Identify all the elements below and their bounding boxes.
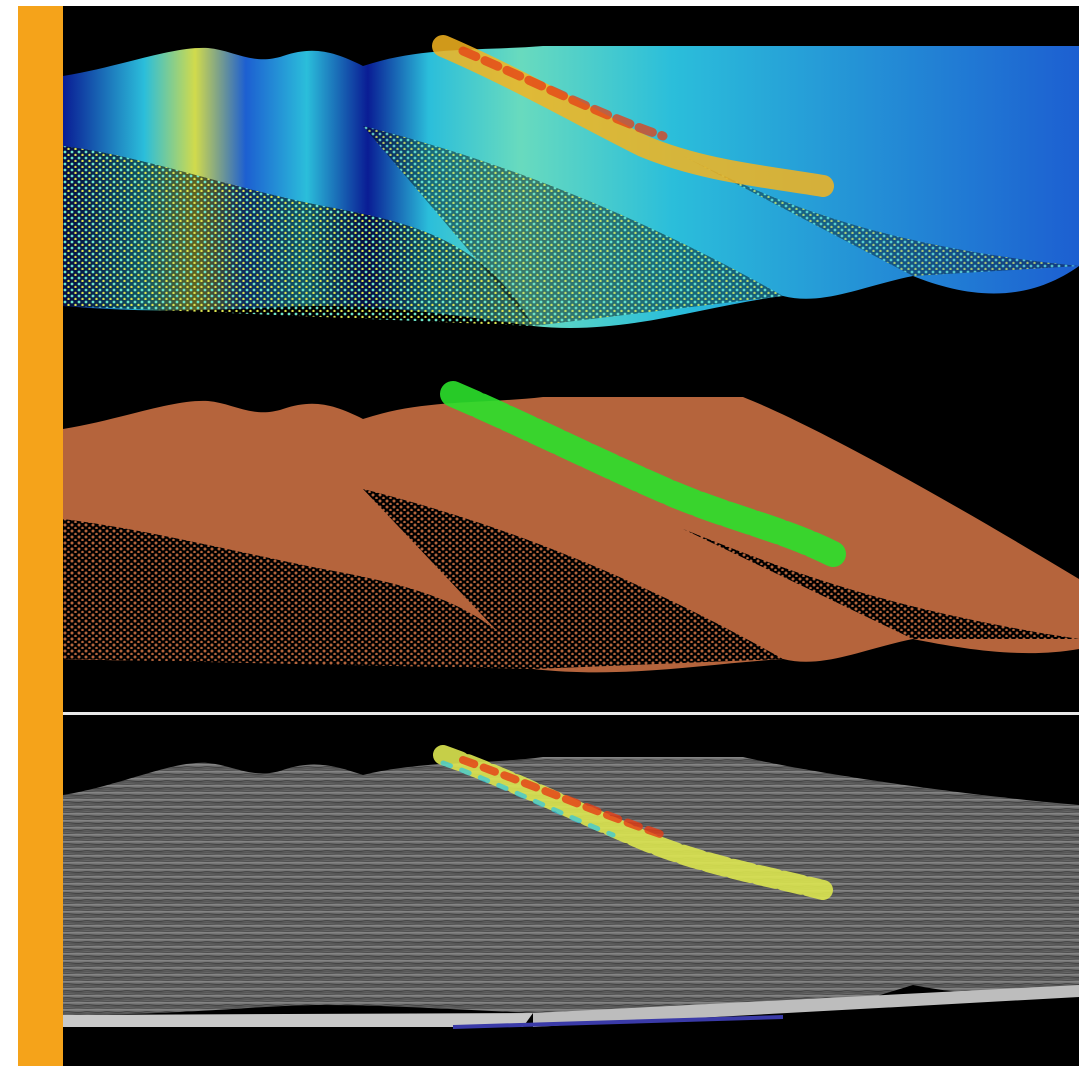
surface-mesh-panel bbox=[63, 715, 1079, 1066]
elevation-point-cloud-view bbox=[63, 35, 1079, 329]
classified-point-cloud-panel bbox=[63, 349, 1079, 712]
orange-accent-bar bbox=[18, 6, 63, 1066]
classified-point-cloud-view bbox=[63, 381, 1079, 673]
surface-mesh-view bbox=[63, 745, 1079, 1029]
elevation-colored-point-cloud-panel bbox=[63, 6, 1079, 349]
panel-separator bbox=[63, 712, 1079, 715]
